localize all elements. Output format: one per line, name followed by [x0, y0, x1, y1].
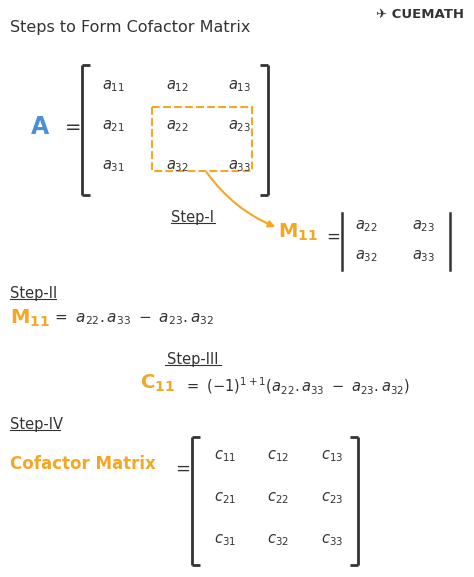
Text: Cofactor Matrix: Cofactor Matrix [10, 455, 156, 473]
Text: Step-I: Step-I [172, 210, 215, 225]
Text: $a_{31}$: $a_{31}$ [101, 158, 125, 174]
Text: $a_{33}$: $a_{33}$ [228, 158, 252, 174]
Text: $a_{11}$: $a_{11}$ [101, 78, 125, 93]
Text: $\mathbf{A}$: $\mathbf{A}$ [30, 115, 50, 139]
Text: $c_{23}$: $c_{23}$ [321, 490, 343, 505]
Text: $c_{13}$: $c_{13}$ [321, 448, 343, 464]
Text: $c_{33}$: $c_{33}$ [321, 532, 343, 548]
Text: $a_{22}$: $a_{22}$ [355, 218, 377, 234]
Text: $c_{21}$: $c_{21}$ [214, 490, 236, 505]
Text: $a_{21}$: $a_{21}$ [101, 118, 125, 134]
Text: $a_{13}$: $a_{13}$ [228, 78, 252, 93]
Text: $a_{32}$: $a_{32}$ [355, 248, 377, 264]
Text: $\mathbf{M_{11}}$: $\mathbf{M_{11}}$ [278, 222, 318, 243]
Bar [152, 107, 252, 171]
Text: $a_{33}$: $a_{33}$ [412, 248, 436, 264]
Text: $= \ (-1)^{1+1}(a_{22} . a_{33} \ - \ a_{23} . a_{32})$: $= \ (-1)^{1+1}(a_{22} . a_{33} \ - \ a_… [184, 376, 410, 397]
Text: $a_{23}$: $a_{23}$ [228, 118, 252, 134]
Text: $c_{12}$: $c_{12}$ [267, 448, 289, 464]
Text: =: = [175, 460, 190, 478]
Text: Step-II: Step-II [10, 286, 57, 301]
Text: Step-III: Step-III [167, 352, 219, 367]
Text: $a_{23}$: $a_{23}$ [412, 218, 436, 234]
Text: ✈ CUEMATH: ✈ CUEMATH [376, 8, 464, 21]
Text: $c_{31}$: $c_{31}$ [214, 532, 236, 548]
Text: $c_{32}$: $c_{32}$ [267, 532, 289, 548]
Text: $\mathbf{M_{11}}$: $\mathbf{M_{11}}$ [10, 308, 50, 329]
Text: $c_{22}$: $c_{22}$ [267, 490, 289, 505]
Text: Steps to Form Cofactor Matrix: Steps to Form Cofactor Matrix [10, 20, 250, 35]
Text: $= \ a_{22} . a_{33} \ - \ a_{23} . a_{32}$: $= \ a_{22} . a_{33} \ - \ a_{23} . a_{3… [52, 311, 214, 327]
Text: $a_{32}$: $a_{32}$ [165, 158, 189, 174]
Text: $a_{12}$: $a_{12}$ [165, 78, 189, 93]
Text: $a_{22}$: $a_{22}$ [165, 118, 189, 134]
Text: Step-IV: Step-IV [10, 417, 63, 432]
Text: =: = [65, 118, 82, 137]
Text: =: = [326, 228, 340, 246]
Text: $c_{11}$: $c_{11}$ [214, 448, 236, 464]
Text: $\mathbf{C_{11}}$: $\mathbf{C_{11}}$ [140, 373, 174, 394]
